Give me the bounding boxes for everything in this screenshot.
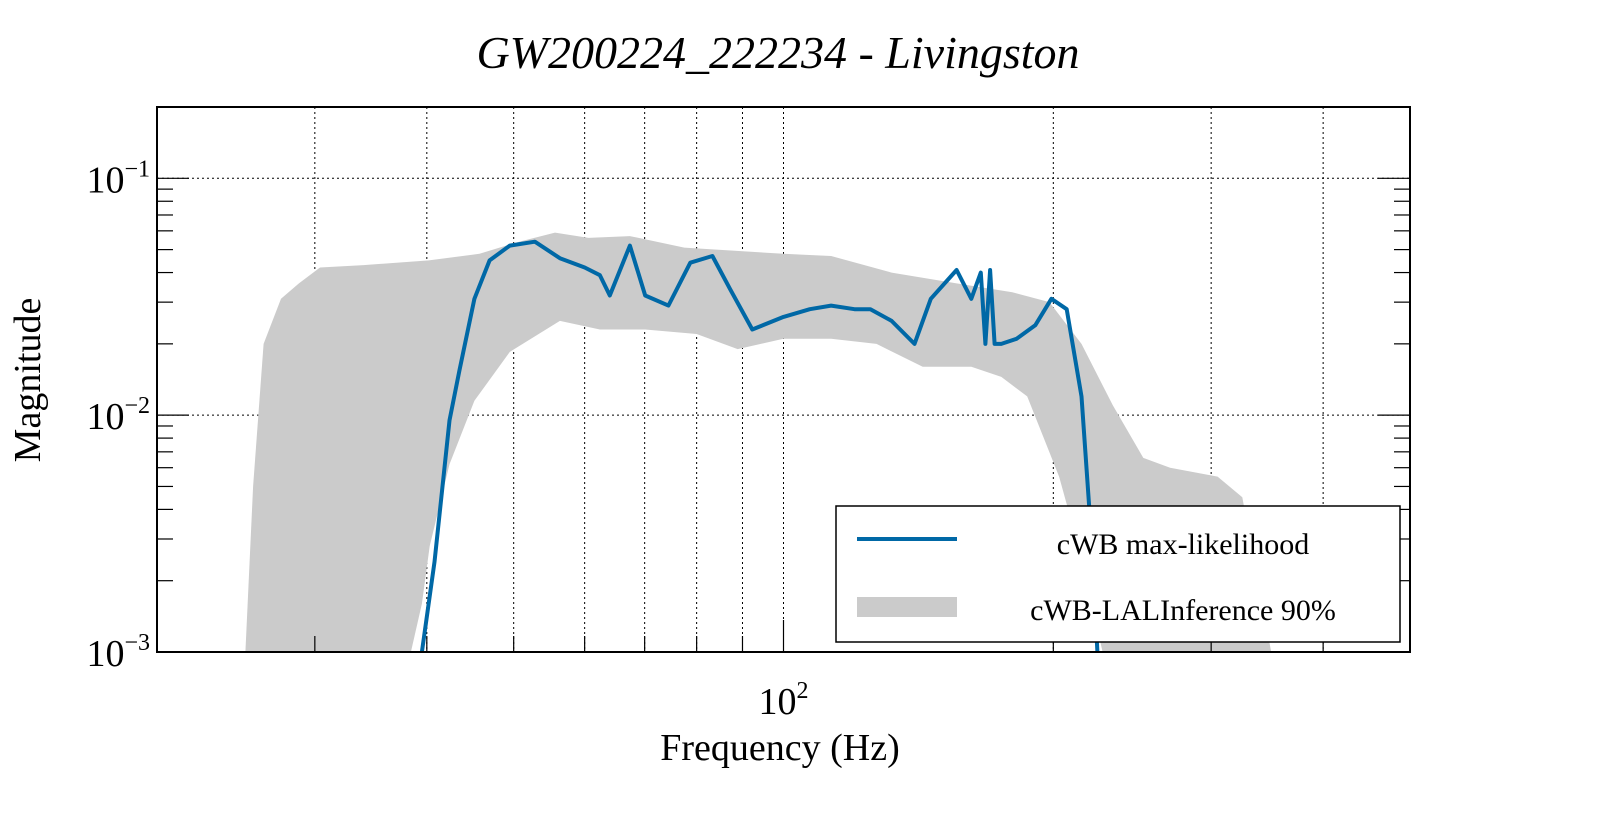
y-tick-label: 10−2: [86, 393, 150, 438]
chart-title: GW200224_222234 - Livingston: [476, 27, 1079, 78]
x-tick-labels: 102: [759, 678, 809, 723]
line-layer: [419, 239, 1100, 652]
y-tick-label: 10−3: [86, 630, 150, 675]
y-tick-label: 10−1: [86, 156, 150, 201]
x-tick-label: 102: [759, 678, 809, 723]
y-axis-label: Magnitude: [7, 298, 49, 463]
legend-label-lalinference-band: cWB-LALInference 90%: [1030, 594, 1336, 627]
max-likelihood-line: [419, 239, 1100, 652]
y-tick-labels: 10−1 10−2 10−3: [86, 156, 150, 675]
grid: [157, 107, 1410, 652]
legend-swatch-lalinference-band: [857, 597, 957, 617]
plot-frame: [156, 106, 1411, 653]
legend-label-max-likelihood: cWB max-likelihood: [1057, 528, 1309, 561]
legend-box: [835, 505, 1401, 643]
x-axis-label: Frequency (Hz): [660, 727, 900, 769]
legend: cWB max-likelihood cWB-LALInference 90%: [835, 505, 1401, 643]
